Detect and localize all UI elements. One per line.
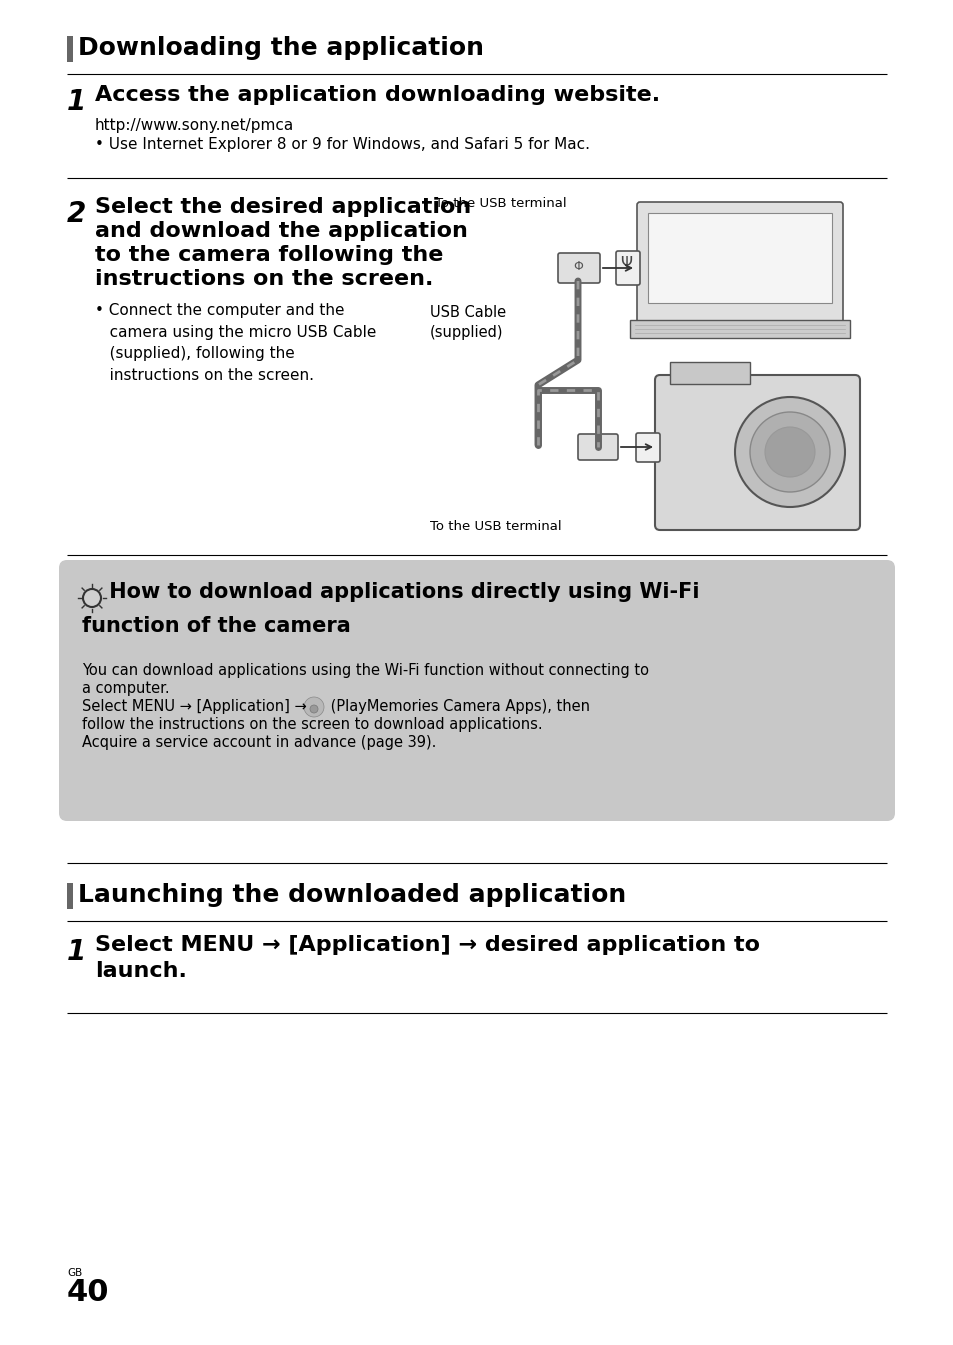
- Text: How to download applications directly using Wi-Fi: How to download applications directly us…: [102, 582, 699, 603]
- Text: Access the application downloading website.: Access the application downloading websi…: [95, 85, 659, 105]
- Text: follow the instructions on the screen to download applications.: follow the instructions on the screen to…: [82, 717, 542, 732]
- Bar: [67, 884, 73, 909]
- Text: Acquire a service account in advance (page 39).: Acquire a service account in advance (pa…: [82, 734, 436, 751]
- FancyBboxPatch shape: [636, 433, 659, 461]
- Text: and download the application: and download the application: [95, 221, 467, 241]
- Text: http://www.sony.net/pmca: http://www.sony.net/pmca: [95, 118, 294, 133]
- Circle shape: [764, 426, 814, 477]
- Text: Select MENU → [Application] → desired application to
launch.: Select MENU → [Application] → desired ap…: [95, 935, 760, 981]
- Text: (PlayMemories Camera Apps), then: (PlayMemories Camera Apps), then: [326, 699, 589, 714]
- Text: a computer.: a computer.: [82, 681, 170, 695]
- FancyBboxPatch shape: [578, 434, 618, 460]
- Bar: [669, 362, 749, 385]
- Circle shape: [749, 412, 829, 492]
- Text: to the camera following the: to the camera following the: [95, 245, 443, 265]
- Circle shape: [310, 705, 317, 713]
- Text: instructions on the screen.: instructions on the screen.: [95, 269, 433, 289]
- FancyBboxPatch shape: [616, 252, 639, 285]
- Bar: [647, 213, 831, 303]
- Text: GB: GB: [67, 1268, 82, 1278]
- Text: Φ: Φ: [573, 260, 582, 273]
- Circle shape: [734, 397, 844, 507]
- Text: 1: 1: [67, 87, 86, 116]
- Text: 1: 1: [67, 937, 86, 966]
- Text: Launching the downloaded application: Launching the downloaded application: [78, 884, 625, 907]
- Bar: [629, 320, 849, 338]
- FancyBboxPatch shape: [59, 560, 894, 820]
- Text: Select the desired application: Select the desired application: [95, 196, 471, 217]
- Text: You can download applications using the Wi-Fi function without connecting to: You can download applications using the …: [82, 663, 648, 678]
- FancyBboxPatch shape: [655, 375, 859, 530]
- Text: Downloading the application: Downloading the application: [78, 36, 483, 61]
- Text: function of the camera: function of the camera: [82, 616, 351, 636]
- Text: To the USB terminal: To the USB terminal: [430, 521, 561, 533]
- Bar: [67, 36, 73, 62]
- Circle shape: [304, 697, 324, 717]
- Text: Ψ: Ψ: [619, 256, 631, 270]
- FancyBboxPatch shape: [558, 253, 599, 282]
- FancyBboxPatch shape: [637, 202, 842, 328]
- Text: 2: 2: [67, 200, 86, 229]
- Text: • Use Internet Explorer 8 or 9 for Windows, and Safari 5 for Mac.: • Use Internet Explorer 8 or 9 for Windo…: [95, 137, 589, 152]
- Text: USB Cable
(supplied): USB Cable (supplied): [430, 305, 506, 340]
- Text: • Connect the computer and the
   camera using the micro USB Cable
   (supplied): • Connect the computer and the camera us…: [95, 303, 376, 383]
- Text: To the USB terminal: To the USB terminal: [435, 196, 566, 210]
- Text: 40: 40: [67, 1278, 110, 1307]
- Circle shape: [83, 589, 101, 607]
- Text: Select MENU → [Application] →: Select MENU → [Application] →: [82, 699, 307, 714]
